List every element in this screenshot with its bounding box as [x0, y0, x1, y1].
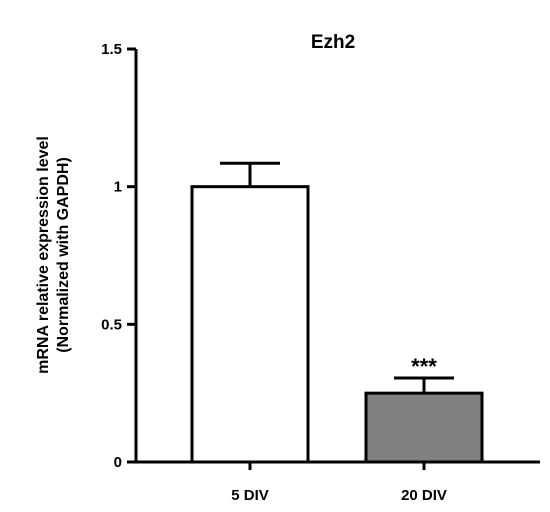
- chart-title: Ezh2: [311, 32, 355, 53]
- y-tick-label: 0.5: [101, 316, 122, 333]
- x-ticks: 5 DIV 20 DIV: [231, 462, 447, 504]
- bars: ***: [190, 161, 484, 464]
- y-tick-label: 1: [114, 179, 122, 196]
- bar: [364, 391, 484, 464]
- y-tick-label: 0: [114, 454, 122, 471]
- significance-label: ***: [411, 354, 437, 379]
- bar: [190, 185, 310, 464]
- x-tick-label: 20 DIV: [401, 487, 447, 504]
- y-axis-label-line-1: mRNA relative expression level: [35, 136, 52, 374]
- y-ticks: 0 0.5 1 1.5: [101, 41, 136, 471]
- x-tick-label: 5 DIV: [231, 487, 269, 504]
- y-axis-label-line-2: (Normalized with GAPDH): [55, 157, 72, 353]
- y-axis-label: mRNA relative expression level (Normaliz…: [35, 136, 72, 374]
- y-tick-label: 1.5: [101, 41, 122, 58]
